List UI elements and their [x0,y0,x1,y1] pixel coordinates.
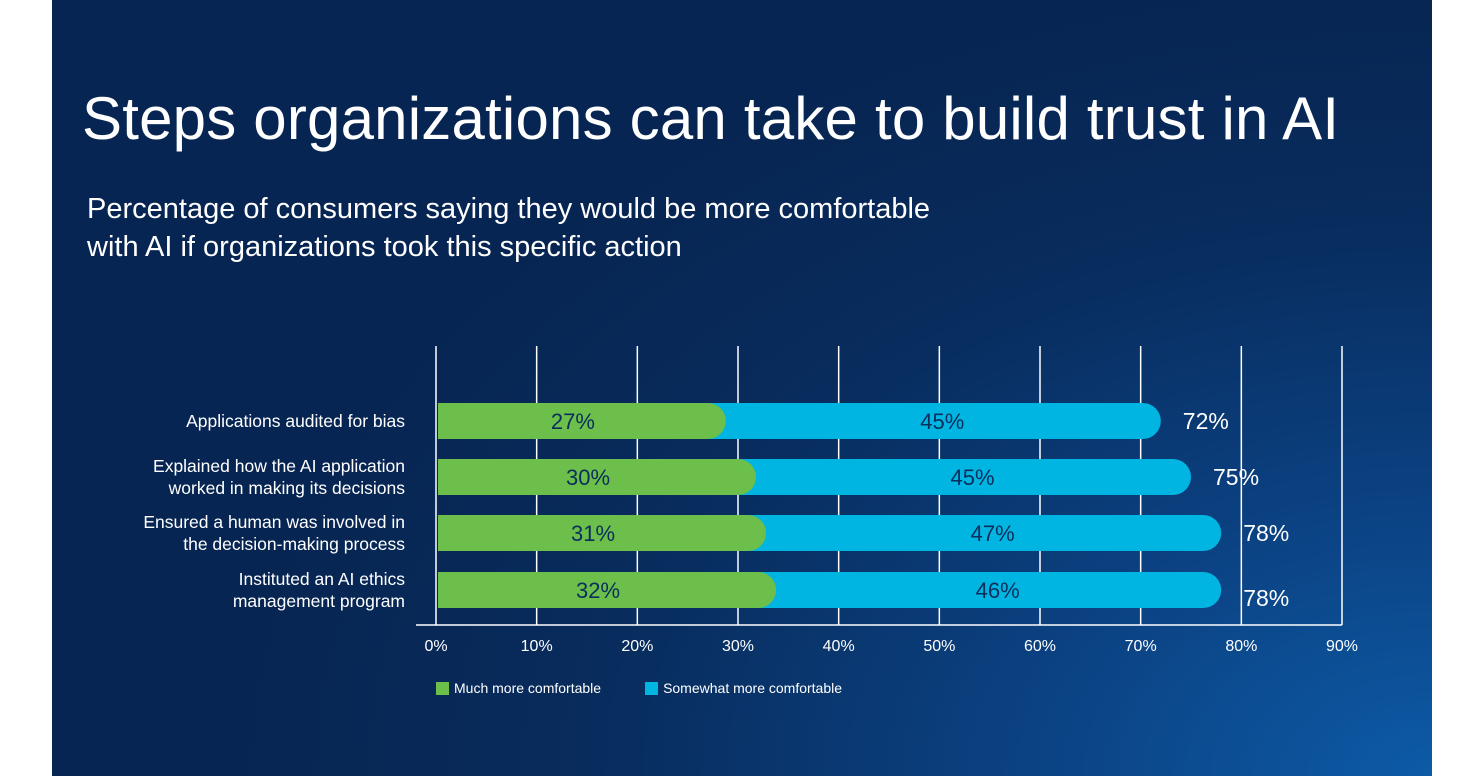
bar-much [438,515,767,551]
legend-swatch-much [436,681,449,695]
bar-much [438,403,726,439]
bar-much [438,572,777,608]
chart-subtitle: Percentage of consumers saying they woul… [87,190,1087,266]
legend-label-somewhat: Somewhat more comfortable [663,680,843,696]
category-label: worked in making its decisions [168,478,406,498]
data-label-somewhat: 46% [976,578,1020,603]
x-tick-label: 70% [1125,638,1157,655]
data-label-somewhat: 45% [920,409,964,434]
x-tick-label: 30% [722,638,754,655]
data-label-somewhat: 47% [971,521,1015,546]
data-label-much: 31% [571,521,615,546]
x-tick-label: 20% [621,638,653,655]
category-label: Applications audited for bias [186,411,405,431]
x-tick-label: 60% [1024,638,1056,655]
category-label: Ensured a human was involved in [143,512,405,532]
x-tick-label: 40% [823,638,855,655]
legend-item-somewhat: Somewhat more comfortable [645,680,842,696]
legend-label-much: Much more comfortable [454,680,602,696]
x-tick-label: 50% [923,638,955,655]
category-label: Instituted an AI ethics [239,569,406,589]
subtitle-line-1: Percentage of consumers saying they woul… [87,193,931,225]
category-label: the decision-making process [183,534,405,554]
total-label: 78% [1243,520,1289,546]
category-label: management program [233,591,405,611]
total-label: 78% [1243,585,1289,611]
data-label-somewhat: 45% [950,465,994,490]
total-label: 72% [1183,408,1229,434]
x-tick-label: 80% [1225,638,1257,655]
total-label: 75% [1213,464,1259,490]
infographic-panel: Steps organizations can take to build tr… [52,0,1432,776]
bar-much [438,459,756,495]
x-tick-label: 90% [1326,638,1358,655]
legend-item-much: Much more comfortable [436,680,601,696]
legend-swatch-somewhat [645,681,659,695]
data-label-much: 32% [576,578,620,603]
data-label-much: 27% [551,409,595,434]
bar-somewhat [730,515,1222,551]
data-label-much: 30% [566,465,610,490]
stacked-bar-chart: 0% 10% 20% 30% 40% 50% 60% 70% 80% 90% Application… [143,346,1358,655]
x-tick-label: 0% [424,638,447,655]
bar-somewhat [740,572,1222,608]
chart-title: Steps organizations can take to build tr… [82,85,1340,152]
chart-legend: Much more comfortable Somewhat more comf… [436,680,886,696]
subtitle-line-2: with AI if organizations took this speci… [87,231,682,263]
bar-somewhat [720,459,1191,495]
category-label: Explained how the AI application [153,456,405,476]
x-tick-label: 10% [521,638,553,655]
bar-somewhat [689,403,1161,439]
